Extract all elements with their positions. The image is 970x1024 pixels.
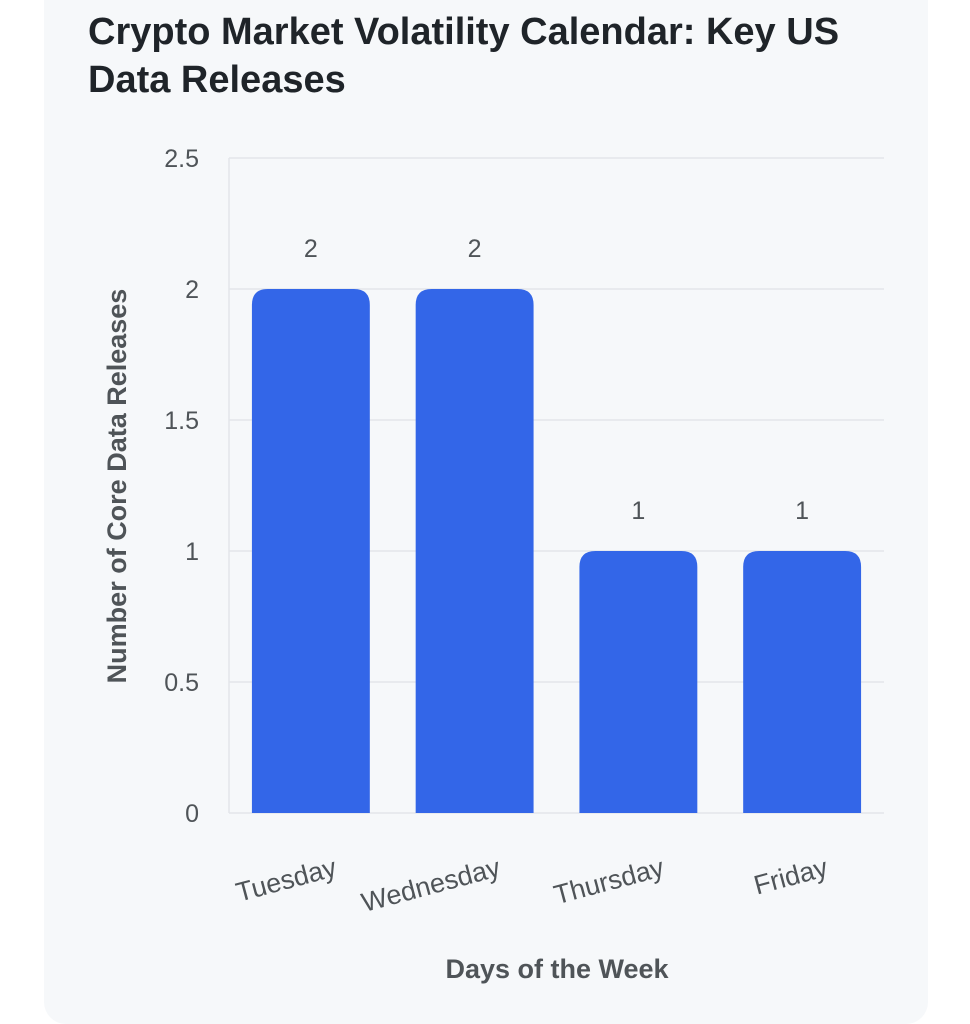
data-labels: 2 2 1 1 (304, 235, 809, 525)
x-tick-label-friday: Friday (751, 852, 832, 901)
bar-friday (743, 551, 862, 813)
y-tick-label: 1.5 (164, 407, 199, 435)
x-tick-labels: Tuesday Wednesday Thursday Friday (233, 852, 832, 918)
x-axis-title: Days of the Week (445, 954, 669, 984)
data-label: 2 (304, 235, 318, 263)
bars (251, 289, 862, 813)
y-tick-label: 2 (185, 276, 199, 304)
x-tick-label-wednesday: Wednesday (358, 852, 503, 918)
y-tick-label: 0.5 (164, 669, 199, 697)
data-label: 1 (631, 497, 645, 525)
y-tick-labels: 0 0.5 1 1.5 2 2.5 (164, 145, 199, 828)
bar-thursday (579, 551, 698, 813)
x-tick-label-thursday: Thursday (551, 852, 668, 910)
data-label: 1 (795, 497, 809, 525)
bar-tuesday (251, 289, 370, 813)
y-tick-label: 2.5 (164, 145, 199, 173)
y-tick-label: 0 (185, 800, 199, 828)
data-label: 2 (468, 235, 482, 263)
chart-title: Crypto Market Volatility Calendar: Key U… (88, 11, 840, 101)
x-tick-label-tuesday: Tuesday (233, 852, 340, 908)
y-axis-title: Number of Core Data Releases (102, 289, 132, 684)
bar-wednesday (415, 289, 534, 813)
y-tick-label: 1 (185, 538, 199, 566)
